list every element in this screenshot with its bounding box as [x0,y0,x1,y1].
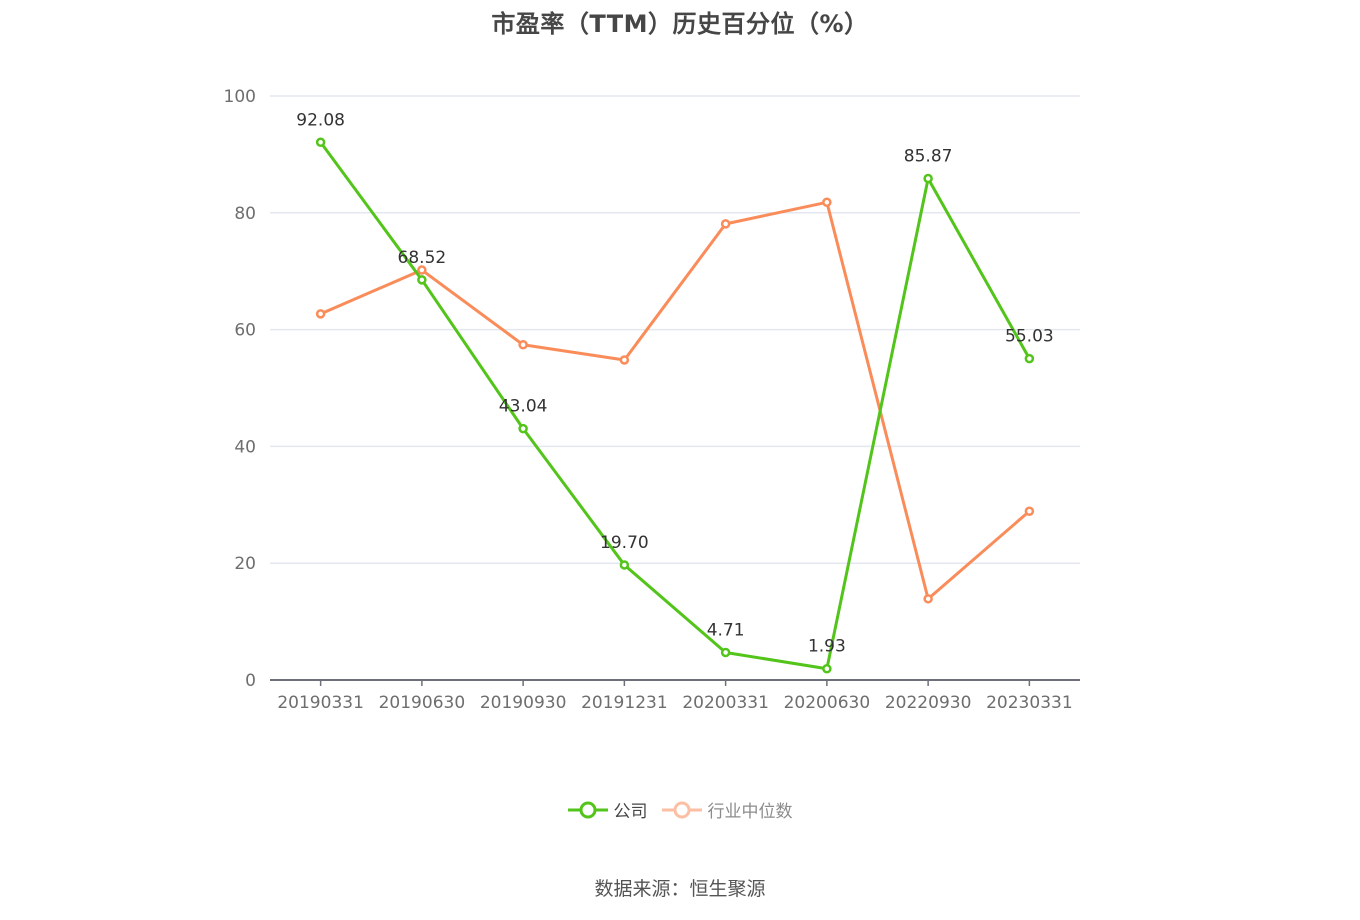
series-line [320,200,1031,601]
x-tick-label: 20200630 [784,693,871,713]
data-label: 92.08 [296,110,345,130]
data-point-marker [822,663,832,674]
legend-label: 公司 [613,802,648,822]
y-tick-label: 60 [234,321,256,341]
data-source-note: 数据来源：恒生聚源 [594,878,766,900]
legend-label: 行业中位数 [707,802,793,822]
data-label: 43.04 [499,397,548,417]
y-tick-label: 100 [224,87,256,107]
data-point-marker [417,275,427,285]
data-point-marker [923,594,933,604]
data-label: 4.71 [707,620,745,640]
series-line [319,141,1031,671]
x-tick-label: 20191231 [581,693,668,713]
legend-item-company[interactable]: 公司 [567,797,648,822]
x-tick-label: 20190331 [277,693,364,713]
data-point-marker [518,340,528,350]
data-point-marker [720,219,731,229]
legend-line-marker-icon [661,801,702,818]
data-point-marker [315,137,326,148]
y-tick-label: 40 [234,437,256,457]
y-tick-label: 0 [245,671,256,691]
data-point-marker [518,423,528,434]
x-tick-label: 20190930 [480,693,567,713]
data-point-marker [720,647,731,658]
data-point-marker [1024,506,1035,516]
data-label: 1.93 [808,637,846,657]
data-label: 19.70 [600,533,649,553]
x-tick-label: 20200331 [682,693,769,713]
data-point-marker [619,355,630,365]
data-point-marker [315,309,326,319]
x-tick-label: 20230331 [986,693,1073,713]
data-point-marker [619,560,630,570]
data-point-marker [1024,353,1035,364]
y-tick-label: 80 [234,204,256,224]
legend-line-marker-icon [567,801,608,818]
legend: 公司 行业中位数 [0,797,1360,822]
x-tick-label: 20220930 [885,693,972,713]
legend-item-industry-median[interactable]: 行业中位数 [661,797,793,822]
data-label: 68.52 [398,248,447,268]
data-point-marker [822,197,832,208]
y-tick-label: 20 [234,554,256,574]
data-point-marker [923,173,933,184]
x-tick-label: 20190630 [379,693,466,713]
chart-title: 市盈率（TTM）历史百分位（%） [491,10,869,38]
data-point-marker [417,265,427,275]
data-label: 85.87 [904,147,953,167]
data-label: 55.03 [1005,327,1054,347]
